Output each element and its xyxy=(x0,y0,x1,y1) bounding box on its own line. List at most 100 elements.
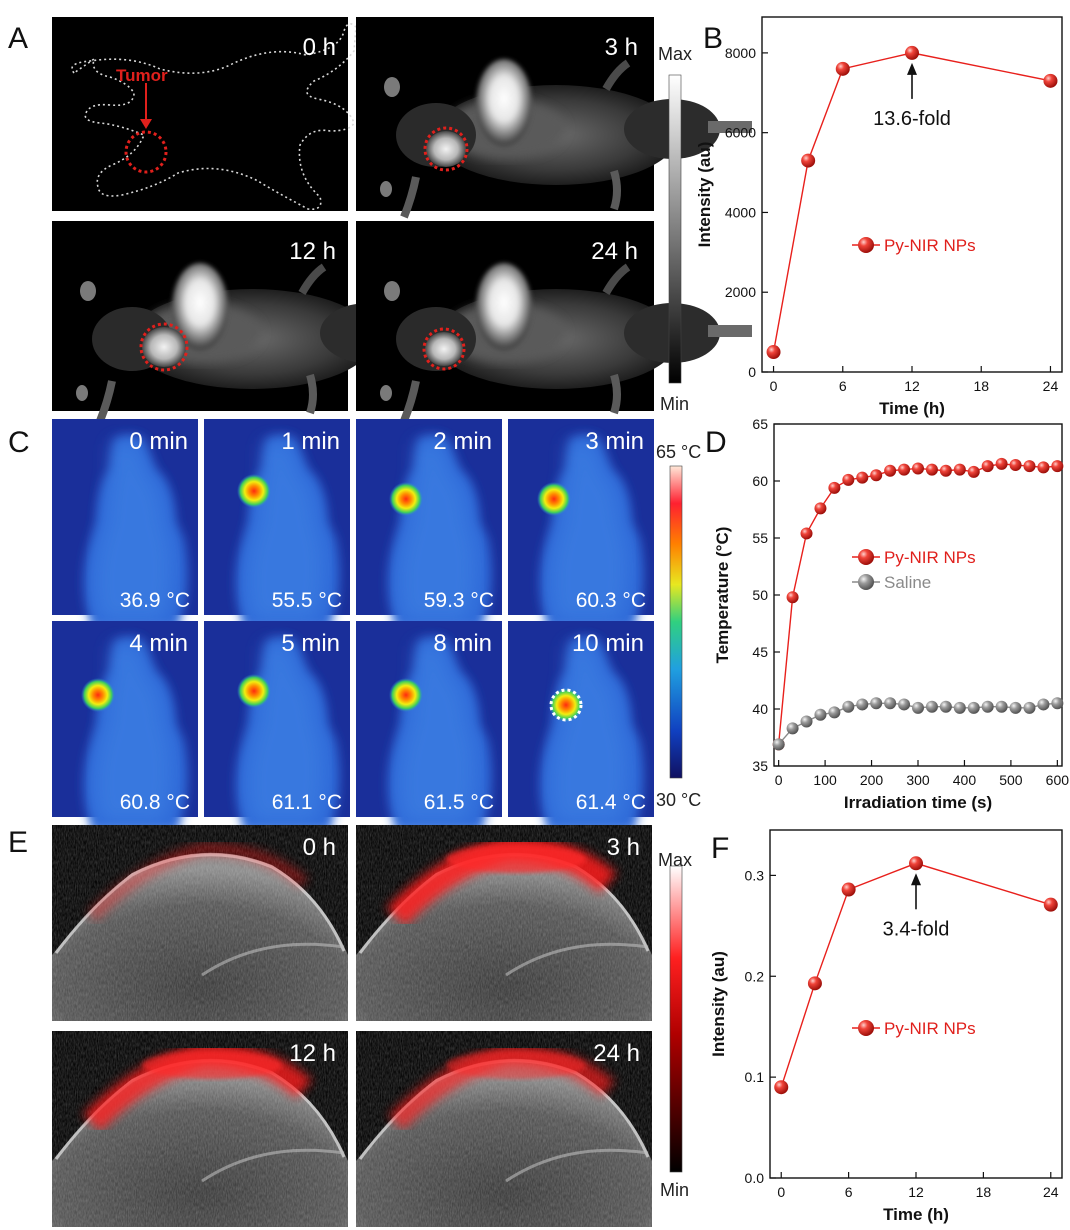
panel-label-e: E xyxy=(8,826,28,859)
legend-label: Saline xyxy=(884,573,931,592)
x-tick-label: 0 xyxy=(777,1184,785,1200)
y-tick-label: 0 xyxy=(748,364,756,380)
data-point xyxy=(772,738,785,751)
tissue-line xyxy=(505,942,649,977)
y-axis-title: Temperature (°C) xyxy=(713,527,732,664)
data-point xyxy=(1023,460,1036,473)
data-point xyxy=(884,697,897,710)
y-tick-label: 0.0 xyxy=(745,1170,765,1186)
legend-label: Py-NIR NPs xyxy=(884,236,976,255)
data-point xyxy=(953,463,966,476)
y-axis-title: Intensity (au) xyxy=(709,951,728,1057)
data-point xyxy=(925,700,938,713)
photoacoustic-image: 0 h xyxy=(52,825,348,1021)
colorbar-max-label: Max xyxy=(658,850,692,870)
tumor-circle xyxy=(549,688,583,722)
time-label: 3 h xyxy=(607,834,640,861)
time-label: 12 h xyxy=(289,1040,336,1067)
data-point xyxy=(1043,73,1058,88)
temperature-label: 61.5 °C xyxy=(424,791,494,814)
pa-signal-core xyxy=(446,1051,586,1079)
time-label: 24 h xyxy=(593,1040,640,1067)
data-point xyxy=(1043,897,1058,912)
x-tick-label: 200 xyxy=(860,772,884,788)
tissue-line xyxy=(505,1148,649,1183)
colorbar-min-label: 30 °C xyxy=(656,790,701,810)
y-tick-label: 45 xyxy=(752,644,768,660)
data-point xyxy=(995,457,1008,470)
data-point xyxy=(981,460,994,473)
data-point xyxy=(925,463,938,476)
x-axis-title: Irradiation time (s) xyxy=(844,793,992,812)
data-point xyxy=(828,706,841,719)
data-point xyxy=(898,463,911,476)
thermal-image: 0 min 36.9 °C xyxy=(52,419,198,629)
annotation-arrowhead xyxy=(907,62,917,75)
x-tick-label: 6 xyxy=(839,378,847,394)
panel-label-c: C xyxy=(8,426,30,459)
chart-d: 0 100 200 300 400 500 600 35 40 45 50 55 60 65 Irradia… xyxy=(713,416,1069,812)
x-tick-label: 500 xyxy=(999,772,1023,788)
x-tick-label: 100 xyxy=(813,772,837,788)
y-axis-title: Intensity (au) xyxy=(695,142,714,248)
data-point xyxy=(841,882,856,897)
tumor-circle xyxy=(422,327,466,371)
data-point xyxy=(995,700,1008,713)
data-point xyxy=(835,61,850,76)
y-tick-label: 2000 xyxy=(725,284,756,300)
time-label: 3 h xyxy=(605,34,638,61)
data-point xyxy=(807,976,822,991)
hotspot xyxy=(389,678,423,712)
time-label: 10 min xyxy=(572,630,644,657)
thermal-image: 10 min 61.4 °C xyxy=(508,621,654,831)
y-tick-label: 55 xyxy=(752,530,768,546)
tumor-circle xyxy=(423,126,469,172)
x-tick-label: 0 xyxy=(770,378,778,394)
data-point xyxy=(953,701,966,714)
legend-marker xyxy=(858,1020,874,1036)
data-point xyxy=(814,708,827,721)
x-tick-label: 0 xyxy=(775,772,783,788)
time-label: 1 min xyxy=(281,428,340,455)
data-point xyxy=(939,700,952,713)
hotspot xyxy=(81,678,115,712)
pa-signal-core xyxy=(142,1051,282,1079)
data-point xyxy=(1051,697,1064,710)
data-point xyxy=(905,45,919,60)
data-point xyxy=(856,471,869,484)
data-point xyxy=(1009,459,1022,472)
y-tick-label: 65 xyxy=(752,416,768,432)
data-point xyxy=(814,502,827,515)
photoacoustic-image: 24 h xyxy=(356,1031,652,1227)
colorbar-max-label: Max xyxy=(658,44,692,64)
mouse-outline xyxy=(71,23,357,211)
time-label: 0 h xyxy=(303,34,336,61)
data-point xyxy=(1009,701,1022,714)
colorbar-a: Max Min xyxy=(658,44,692,414)
data-point xyxy=(856,698,869,711)
time-label: 5 min xyxy=(281,630,340,657)
y-tick-label: 0.1 xyxy=(745,1069,765,1085)
hotspot xyxy=(237,674,271,708)
data-point xyxy=(981,700,994,713)
x-tick-label: 300 xyxy=(906,772,930,788)
chart-f: 0 6 12 18 24 0.0 0.1 0.2 0.3 Time (h) Intensity (a… xyxy=(709,829,1063,1224)
panel-label-b: B xyxy=(703,22,723,55)
tissue-line xyxy=(201,1148,345,1183)
x-tick-label: 18 xyxy=(973,378,989,394)
tumor-circle xyxy=(139,322,189,372)
data-point xyxy=(967,465,980,478)
colorbar-e: Max Min xyxy=(658,850,692,1200)
thermal-image: 3 min 60.3 °C xyxy=(508,419,654,629)
annotation-arrowhead xyxy=(911,873,921,886)
y-tick-label: 8000 xyxy=(725,45,756,61)
time-label: 8 min xyxy=(433,630,492,657)
legend-marker xyxy=(858,549,874,565)
panel-c-images: 0 min 36.9 °C 1 min 55.5 °C 2 min 59.3 °C 3 mi… xyxy=(52,419,654,831)
data-point xyxy=(800,715,813,728)
chart-b: 0 6 12 18 24 0 2000 4000 6000 8000 Time (h) Intensi… xyxy=(695,16,1063,418)
colorbar-max-label: 65 °C xyxy=(656,442,701,462)
x-tick-label: 24 xyxy=(1043,1184,1059,1200)
thermal-image: 8 min 61.5 °C xyxy=(356,621,502,831)
